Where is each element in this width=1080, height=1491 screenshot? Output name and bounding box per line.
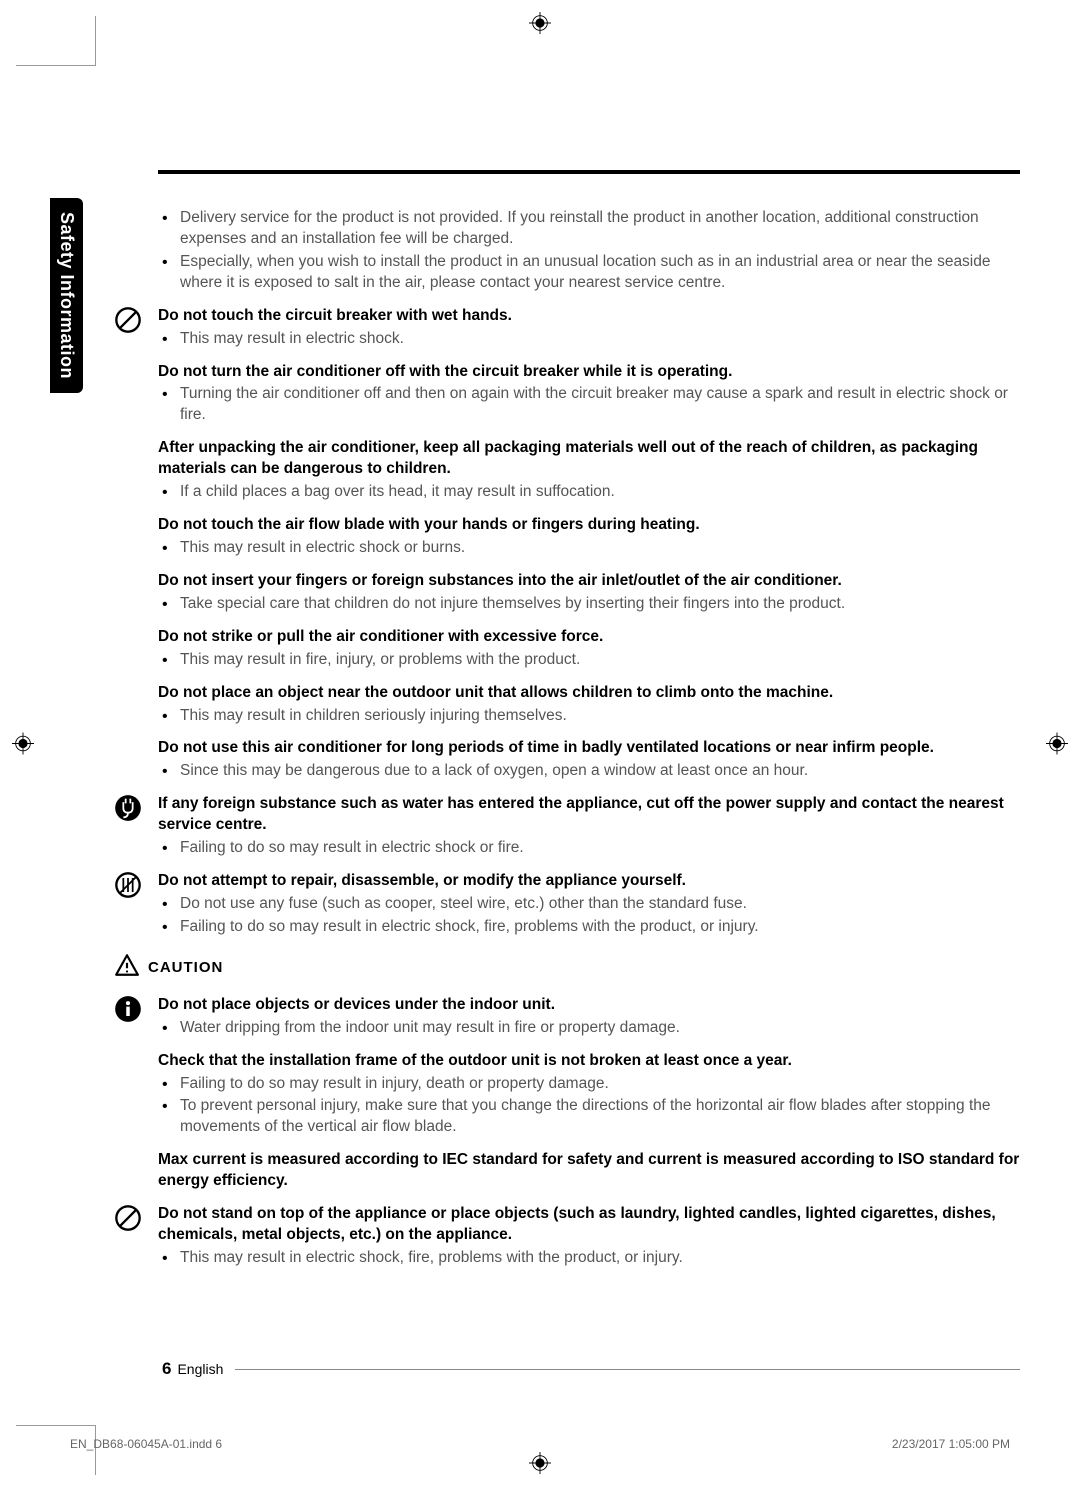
no-disassemble-icon — [114, 871, 144, 906]
page-number: 6 — [162, 1359, 171, 1379]
no-disassemble-section: Do not attempt to repair, disassemble, o… — [158, 871, 1020, 938]
page-content: Delivery service for the product is not … — [90, 170, 1020, 1281]
crop-mark — [16, 16, 96, 66]
prohibit-icon — [114, 1204, 144, 1239]
registration-mark-left — [12, 732, 34, 759]
caution-prohibit-section: Do not stand on top of the appliance or … — [158, 1204, 1020, 1269]
body-text: To prevent personal injury, make sure th… — [180, 1096, 1020, 1138]
body-text: Take special care that children do not i… — [180, 594, 1020, 615]
body-text: This may result in electric shock or bur… — [180, 538, 1020, 559]
print-slug: EN_DB68-06045A-01.indd 6 2/23/2017 1:05:… — [70, 1437, 1010, 1451]
top-rule — [158, 170, 1020, 174]
prohibit-icon — [114, 306, 144, 341]
heading: Do not use this air conditioner for long… — [158, 738, 1020, 759]
caution-label: CAUTION — [148, 958, 223, 978]
warning-section: Do not touch the circuit breaker with we… — [158, 306, 1020, 350]
side-tab: Safety Information — [50, 198, 83, 393]
body-text: Failing to do so may result in injury, d… — [180, 1074, 1020, 1095]
mandatory-icon — [114, 995, 144, 1030]
heading: Do not insert your fingers or foreign su… — [158, 571, 1020, 592]
slug-filename: EN_DB68-06045A-01.indd 6 — [70, 1437, 222, 1451]
heading: Max current is measured according to IEC… — [158, 1150, 1020, 1192]
body-text: Failing to do so may result in electric … — [180, 917, 1020, 938]
unplug-icon — [114, 794, 144, 829]
body-text: This may result in children seriously in… — [180, 706, 1020, 727]
page-language: English — [177, 1361, 223, 1377]
body-text: If a child places a bag over its head, i… — [180, 482, 1020, 503]
registration-mark-bottom — [529, 1452, 551, 1479]
body-text: Failing to do so may result in electric … — [180, 838, 1020, 859]
body-text: Water dripping from the indoor unit may … — [180, 1018, 1020, 1039]
heading: After unpacking the air conditioner, kee… — [158, 438, 1020, 480]
body-text: This may result in electric shock, fire,… — [180, 1248, 1020, 1269]
heading: Do not place an object near the outdoor … — [158, 683, 1020, 704]
intro-section: Delivery service for the product is not … — [158, 208, 1020, 294]
heading: If any foreign substance such as water h… — [158, 794, 1020, 836]
body-text: Since this may be dangerous due to a lac… — [180, 761, 1020, 782]
body-text: This may result in electric shock. — [180, 329, 1020, 350]
heading: Do not stand on top of the appliance or … — [158, 1204, 1020, 1246]
body-text: Do not use any fuse (such as cooper, ste… — [180, 894, 1020, 915]
heading: Check that the installation frame of the… — [158, 1051, 1020, 1072]
caution-header: CAUTION — [114, 952, 1020, 985]
caution-section: Do not place objects or devices under th… — [158, 995, 1020, 1039]
heading: Do not attempt to repair, disassemble, o… — [158, 871, 1020, 892]
registration-mark-top — [529, 12, 551, 39]
heading: Do not touch the air flow blade with you… — [158, 515, 1020, 536]
body-text: Delivery service for the product is not … — [180, 208, 1020, 250]
heading: Do not touch the circuit breaker with we… — [158, 306, 1020, 327]
footer: 6 English — [162, 1359, 1020, 1379]
heading: Do not place objects or devices under th… — [158, 995, 1020, 1016]
heading: Do not turn the air conditioner off with… — [158, 362, 1020, 383]
body-text: This may result in fire, injury, or prob… — [180, 650, 1020, 671]
heading: Do not strike or pull the air conditione… — [158, 627, 1020, 648]
slug-timestamp: 2/23/2017 1:05:00 PM — [892, 1437, 1010, 1451]
body-text: Especially, when you wish to install the… — [180, 252, 1020, 294]
footer-rule — [235, 1369, 1020, 1370]
registration-mark-right — [1046, 732, 1068, 759]
body-text: Turning the air conditioner off and then… — [180, 384, 1020, 426]
caution-icon — [114, 952, 140, 985]
unplug-section: If any foreign substance such as water h… — [158, 794, 1020, 859]
